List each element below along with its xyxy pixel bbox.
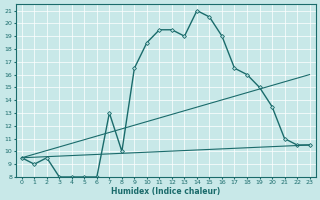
- X-axis label: Humidex (Indice chaleur): Humidex (Indice chaleur): [111, 187, 220, 196]
